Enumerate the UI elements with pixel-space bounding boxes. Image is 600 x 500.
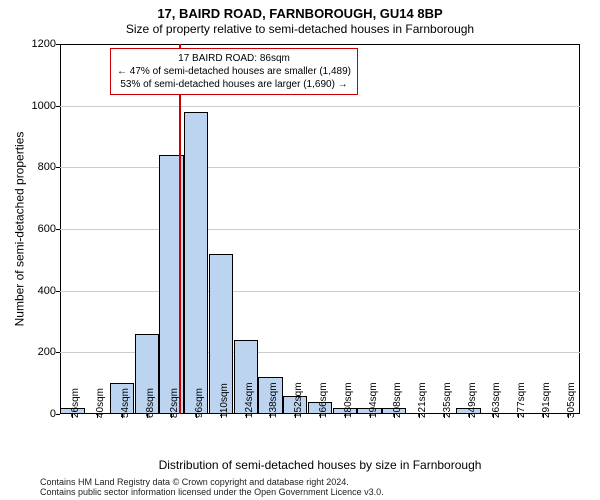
y-tick-mark — [56, 352, 60, 353]
y-tick-mark — [56, 229, 60, 230]
x-tick-label: 166sqm — [318, 382, 329, 418]
x-tick-label: 110sqm — [219, 383, 230, 418]
x-tick-label: 152sqm — [293, 382, 304, 418]
histogram-bar — [184, 112, 208, 414]
copyright-footer: Contains HM Land Registry data © Crown c… — [40, 478, 580, 498]
y-gridline — [60, 229, 580, 230]
x-tick-label: 138sqm — [268, 382, 279, 418]
plot-area: 02004006008001000120026sqm40sqm54sqm68sq… — [60, 44, 580, 414]
x-tick-label: 96sqm — [194, 388, 205, 418]
info-line-2: ← 47% of semi-detached houses are smalle… — [117, 65, 351, 78]
footer-line-2: Contains public sector information licen… — [40, 488, 580, 498]
y-gridline — [60, 106, 580, 107]
x-tick-label: 249sqm — [467, 382, 478, 418]
x-tick-label: 263sqm — [491, 382, 502, 418]
x-tick-label: 124sqm — [244, 382, 255, 418]
x-tick-label: 305sqm — [566, 382, 577, 418]
y-tick-label: 800 — [38, 161, 56, 173]
y-tick-mark — [56, 291, 60, 292]
y-tick-mark — [56, 106, 60, 107]
y-tick-mark — [56, 414, 60, 415]
y-tick-label: 200 — [38, 346, 56, 358]
y-tick-mark — [56, 167, 60, 168]
y-tick-label: 1200 — [32, 38, 56, 50]
x-tick-label: 235sqm — [442, 382, 453, 418]
y-tick-label: 600 — [38, 223, 56, 235]
y-gridline — [60, 167, 580, 168]
x-axis-label: Distribution of semi-detached houses by … — [60, 458, 580, 472]
y-tick-mark — [56, 44, 60, 45]
y-axis-label: Number of semi-detached properties — [12, 44, 26, 414]
info-line-3: 53% of semi-detached houses are larger (… — [117, 78, 351, 91]
indicator-line — [179, 44, 181, 414]
x-tick-label: 277sqm — [516, 382, 527, 418]
y-tick-label: 1000 — [32, 100, 56, 112]
x-tick-label: 291sqm — [541, 382, 552, 418]
x-tick-label: 26sqm — [70, 388, 81, 418]
y-tick-label: 400 — [38, 285, 56, 297]
x-tick-label: 208sqm — [392, 382, 403, 418]
x-tick-label: 68sqm — [145, 388, 156, 418]
x-tick-label: 194sqm — [368, 382, 379, 418]
x-tick-label: 54sqm — [120, 388, 131, 418]
chart-title: 17, BAIRD ROAD, FARNBOROUGH, GU14 8BP — [0, 6, 600, 21]
y-gridline — [60, 291, 580, 292]
x-tick-label: 40sqm — [95, 388, 106, 418]
info-line-1: 17 BAIRD ROAD: 86sqm — [117, 52, 351, 65]
chart-subtitle: Size of property relative to semi-detach… — [0, 22, 600, 36]
x-tick-label: 221sqm — [417, 382, 428, 418]
info-box: 17 BAIRD ROAD: 86sqm← 47% of semi-detach… — [110, 48, 358, 95]
x-tick-label: 180sqm — [343, 382, 354, 418]
